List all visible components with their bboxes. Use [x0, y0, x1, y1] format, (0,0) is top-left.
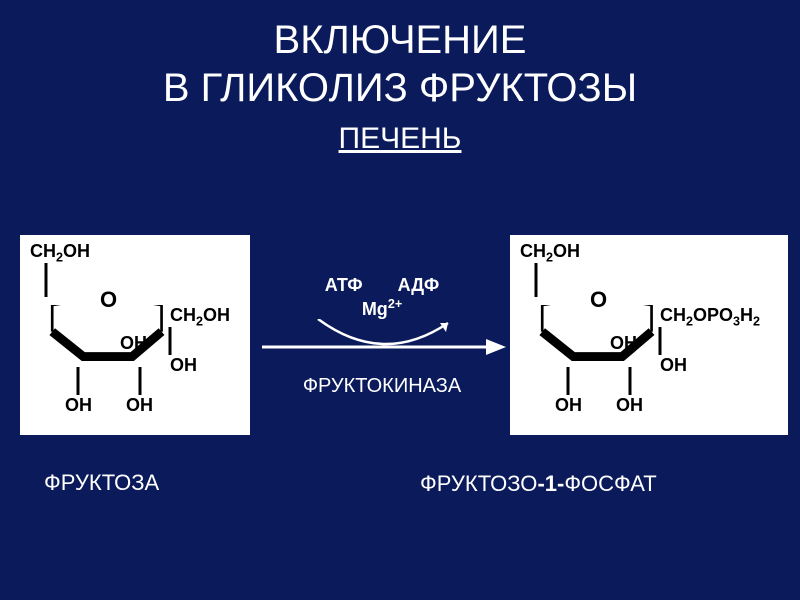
- reaction-arrow-zone: АТФ АДФ Mg2+ ФРУКТОКИНАЗА: [258, 275, 506, 395]
- title-line1: ВКЛЮЧЕНИЕ: [0, 16, 800, 64]
- atom-ch2-phosphate: CH2OPO3H2: [660, 305, 760, 329]
- atom-oh: OH: [120, 333, 147, 354]
- atom-ch2oh-top: CH2OH: [520, 241, 580, 265]
- bond-icon: [628, 367, 632, 395]
- bond-icon: [658, 327, 662, 355]
- reaction-arrow-icon: [258, 319, 506, 369]
- bond-icon: [168, 327, 172, 355]
- bond-icon: [566, 367, 570, 395]
- atom-ch2oh-top: CH2OH: [30, 241, 90, 265]
- slide-subtitle: ПЕЧЕНЬ: [0, 122, 800, 156]
- bond-icon: [44, 263, 48, 297]
- atom-oh: OH: [616, 395, 643, 416]
- slide: ВКЛЮЧЕНИЕ В ГЛИКОЛИЗ ФРУКТОЗЫ ПЕЧЕНЬ CH2…: [0, 0, 800, 600]
- slide-title: ВКЛЮЧЕНИЕ В ГЛИКОЛИЗ ФРУКТОЗЫ: [0, 0, 800, 112]
- substrate-structure: CH2OH O CH2OH OH: [20, 235, 250, 435]
- bond-icon: [534, 263, 538, 297]
- bond-icon: [138, 367, 142, 395]
- atom-oh: OH: [170, 355, 197, 376]
- atp-adp-labels: АТФ АДФ: [258, 275, 506, 296]
- atom-oh: OH: [610, 333, 637, 354]
- product-name: ФРУКТОЗО-1-ФОСФАТ: [420, 471, 657, 497]
- atom-oh: OH: [660, 355, 687, 376]
- enzyme-label: ФРУКТОКИНАЗА: [258, 375, 506, 398]
- title-line2: В ГЛИКОЛИЗ ФРУКТОЗЫ: [0, 64, 800, 112]
- substrate-name: ФРУКТОЗА: [44, 470, 159, 496]
- cofactor-label: Mg2+: [258, 297, 506, 320]
- atom-oh: OH: [555, 395, 582, 416]
- product-structure: CH2OH O CH2OPO3H2 OH OH OH OH: [510, 235, 788, 435]
- bond-icon: [76, 367, 80, 395]
- furanose-ring-icon: [40, 305, 180, 385]
- reaction-scheme: CH2OH O CH2OH OH: [0, 235, 800, 485]
- furanose-ring-icon: [530, 305, 670, 385]
- atom-oh: OH: [65, 395, 92, 416]
- atom-oh: OH: [126, 395, 153, 416]
